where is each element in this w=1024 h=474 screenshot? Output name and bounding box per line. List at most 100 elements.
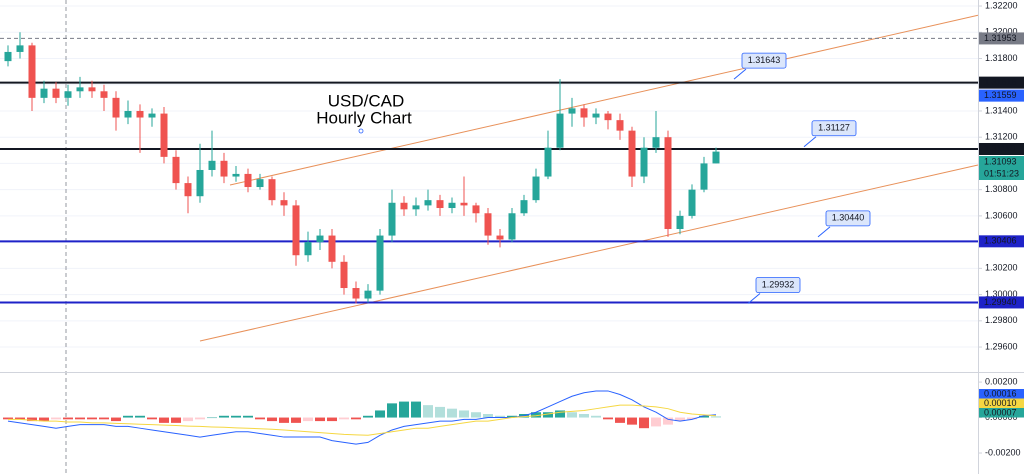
candle-body [688,189,696,216]
candle-body [424,200,432,206]
callout-label: 1.31643 [748,55,781,65]
macd-histogram-bar [507,415,517,418]
candle-body [496,235,504,240]
candle-body [256,179,264,188]
candle-body [604,113,612,121]
candle-body [172,156,180,184]
macd-tag: 0.00010 [984,398,1017,408]
macd-histogram-bar [399,401,409,418]
y-tick-label: 1.30600 [985,210,1018,220]
callout-label: 1.31127 [818,123,850,133]
callout-leader [733,68,747,80]
level-tag-box [979,235,1024,248]
callout-box [811,120,857,137]
macd-histogram-bar [483,414,493,418]
candle-body [52,88,60,98]
candle-body [88,87,96,92]
candle-body [136,110,144,118]
macd-histogram-bar [711,416,721,418]
y-tick-label: 1.30000 [985,289,1018,299]
candle-body [112,97,120,118]
callout-leader [747,293,761,304]
macd-line [7,390,717,445]
candles [4,32,720,304]
macd-histogram-bar [243,415,253,418]
callouts: 1.31643 1.31127 1.30440 1.29932 [733,52,871,304]
macd-tag-box [979,398,1024,408]
macd-histogram-bar [435,406,445,418]
candle-body [244,173,252,188]
macd-histogram-bar [87,417,97,420]
candle-body [700,163,708,190]
candle-body [712,151,720,164]
macd-histogram-bar [447,408,457,418]
candle-body [640,147,648,177]
macd-histogram-bar [459,410,469,418]
macd-tag-box [979,408,1024,418]
macd-histogram-bar [303,417,313,422]
macd-histogram-bar [3,417,13,420]
candle-body [664,137,672,230]
macd-pane: 0.002000.00000-0.002000.000160.000100.00… [3,376,1024,457]
anchor-point [358,128,364,134]
candle-body [232,173,240,177]
candle-body [328,235,336,262]
candle-body [124,110,132,118]
candle-body [412,205,420,210]
candle-body [556,113,564,148]
level-tag-box [979,296,1024,309]
macd-histogram-bar [27,417,37,422]
macd-histogram-bar [687,417,697,420]
macd-histogram-bar [603,417,613,420]
candle-body [100,91,108,98]
callout-label: 1.30440 [832,213,865,223]
macd-histogram-bar [675,417,685,422]
macd-histogram-bar [387,403,397,418]
candle-body [544,147,552,177]
macd-histogram-bar [219,415,229,418]
macd-histogram-bar [291,417,301,423]
y-tick-label: 1.31200 [985,132,1018,142]
macd-histogram-bar [339,417,349,420]
macd-histogram-bar [627,417,637,425]
channel-lower [199,164,979,342]
macd-histogram-bar [531,412,541,418]
price-tag: 1.31093 [984,156,1017,166]
candle-body [568,108,576,114]
macd-histogram-bar [195,417,205,420]
candle-body [64,91,72,98]
candle-body [40,88,48,98]
candle-body [184,183,192,197]
y-tick-label: 1.31800 [985,53,1018,63]
candle-body [460,202,468,206]
macd-tag: 0.00016 [984,388,1017,398]
y-tick-label: 1.29600 [985,341,1018,351]
macd-tag-box [979,389,1024,399]
candle-body [532,176,540,201]
macd-histogram-bar [471,412,481,418]
candle-body [580,108,588,118]
macd-histogram-bar [111,417,121,422]
y-tick-label: 1.30800 [985,184,1018,194]
callout-leader [817,226,831,238]
candle-body [196,169,204,197]
level-tag: 1.31110 [984,143,1015,153]
price-tag-box [979,89,1024,102]
macd-histogram-bar [651,417,661,427]
candle-body [628,130,636,177]
candle-body [616,120,624,131]
macd-histogram-bar [267,417,277,422]
chart-title: USD/CAD [328,91,405,110]
macd-histogram-bar [363,415,373,418]
candle-body [676,215,684,230]
candle-body [472,205,480,214]
y-tick-label: 1.29800 [985,315,1018,325]
chart-subtitle: Hourly Chart [316,108,412,127]
callout-box [755,277,801,293]
macd-histogram-bar [639,417,649,429]
macd-histogram-bar [423,405,433,418]
macd-histogram-bar [699,415,709,418]
macd-histogram-bar [75,417,85,420]
